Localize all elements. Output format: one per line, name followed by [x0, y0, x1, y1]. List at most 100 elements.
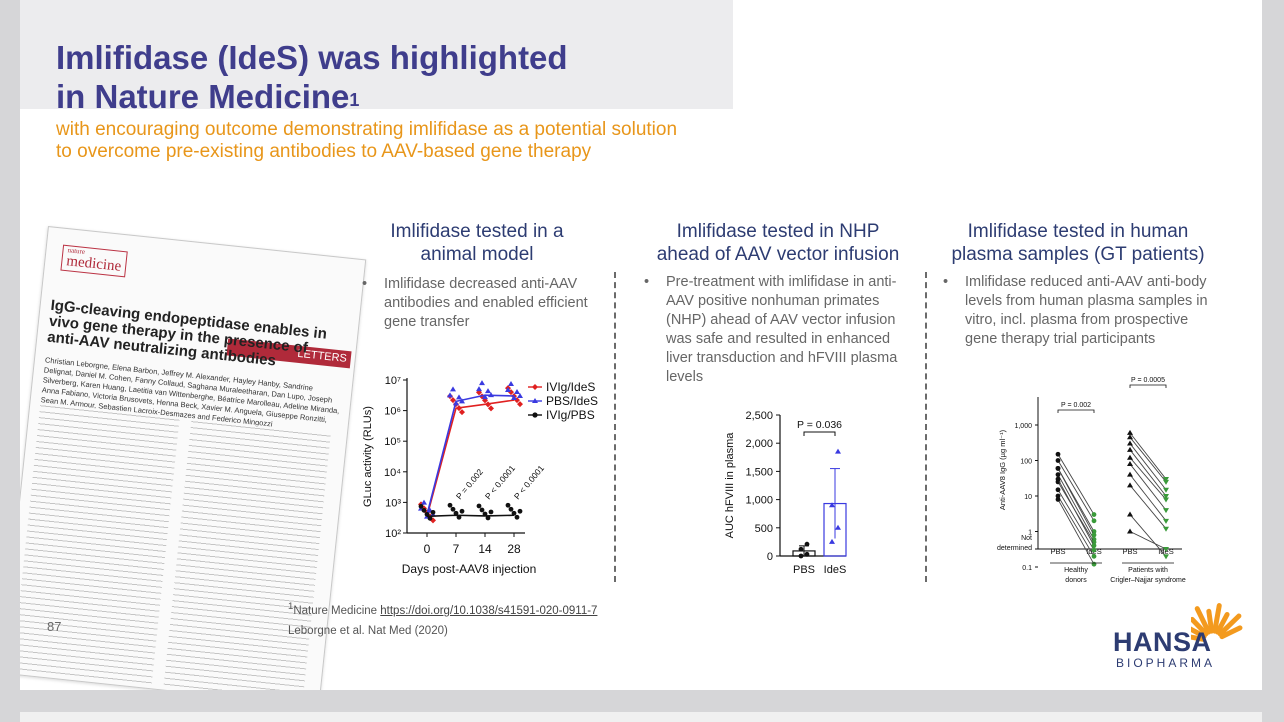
chart3-p-value: P = 0.002	[1061, 402, 1091, 409]
footnote-citation: Leborgne et al. Nat Med (2020)	[288, 624, 448, 637]
charts-layer: 10² 10³ 10⁴ 10⁵ 10⁶ 10⁷ 0 7 14 28 Days post-AAV8 i…	[362, 375, 1186, 584]
sunburst-ray	[1191, 626, 1207, 639]
title-line-1: Imlifidase (IdeS) was highlighted	[56, 39, 568, 76]
chart1-point	[447, 392, 453, 398]
chart1-point	[505, 502, 511, 508]
subtitle-line-2: to overcome pre-existing antibodies to A…	[56, 141, 592, 162]
slide-subtitle: with encouraging outcome demonstrating i…	[56, 119, 746, 163]
logo-wordmark: HANSA	[1113, 627, 1212, 657]
chart3-group-label: Healthy	[1064, 567, 1088, 574]
chart3-pair-line	[1057, 495, 1095, 557]
chart2-point	[798, 546, 804, 552]
chart3-point-pbs	[1055, 487, 1061, 493]
panel-1-bullet: • Imlifidase decreased anti-AAV antibodi…	[362, 275, 610, 332]
chart3-y-tick-label: 0.1	[1022, 565, 1032, 572]
chart1-legend-label: IVIg/PBS	[546, 408, 595, 422]
chart3-point-pbs	[1055, 472, 1061, 478]
chart2-point	[835, 524, 841, 530]
chart3-pair-line	[1129, 432, 1167, 480]
chart1-y-tick-label: 10³	[385, 497, 401, 509]
sunburst-ray	[1194, 606, 1212, 635]
hansa-logo: HANSA BIOPHARMA	[1113, 597, 1253, 677]
chart3-point-pbs	[1055, 497, 1061, 502]
chart1-y-tick-label: 10⁴	[384, 467, 401, 479]
chart3-bracket-1	[1057, 409, 1095, 413]
chart1-point	[485, 515, 491, 521]
chart1-point	[450, 506, 456, 512]
panel-3-bullet-text: Imlifidase reduced anti-AAV anti-body le…	[965, 274, 1208, 347]
sunburst-ray	[1217, 613, 1242, 637]
chart2-point	[829, 502, 835, 508]
chart3-pair-line	[1057, 460, 1095, 522]
chart3-point-ides	[1091, 532, 1097, 538]
chart3-point-pbs	[1055, 493, 1061, 499]
doi-link[interactable]: https://doi.org/10.1038/s41591-020-0911-…	[380, 604, 598, 617]
chart1-p-value: P = 0.002	[454, 467, 485, 502]
chart1-point	[476, 386, 482, 392]
chart3-pair-line	[1129, 474, 1167, 522]
chart1-legend-label: PBS/IdeS	[546, 394, 598, 408]
chart1-x-label: Days post-AAV8 injection	[402, 562, 537, 576]
sunburst-ray	[1206, 608, 1215, 634]
chart2-y-tick-label: 2,000	[745, 438, 773, 450]
panel-1-title-line-2: animal model	[420, 244, 534, 265]
chart3-point-pbs	[1127, 471, 1133, 477]
chart1-point	[450, 397, 456, 404]
chart1-point	[488, 509, 494, 515]
chart1-y-tick-label: 10⁵	[384, 436, 401, 448]
chart3-bracket-2	[1129, 384, 1167, 388]
chart1-series-line-1	[426, 394, 515, 515]
sunburst-icon	[1191, 603, 1243, 642]
chart1-point	[488, 405, 494, 412]
chart1-point	[479, 507, 485, 513]
chart1-point	[453, 510, 459, 516]
chart2-significance-bracket	[803, 431, 836, 436]
chart1-point	[482, 511, 488, 517]
title-footnote-marker: 1	[349, 90, 360, 110]
chart1-y-tick-label: 10⁷	[385, 375, 401, 387]
chart3-point-pbs	[1127, 482, 1133, 488]
chart3-point-pbs	[1127, 434, 1133, 440]
chart1-point	[511, 510, 517, 516]
chart1-x-tick-label: 28	[507, 542, 521, 556]
slide-title: Imlifidase (IdeS) was highlighted in Nat…	[56, 38, 568, 116]
chart3-point-ides	[1091, 512, 1097, 517]
panel-3-title: Imlifidase tested in human plasma sample…	[928, 220, 1228, 266]
chart3-pair-line	[1057, 474, 1095, 540]
next-slide-edge	[20, 712, 1262, 722]
chart3-group-label: Crigler–Najjar syndrome	[1110, 577, 1186, 584]
chart3-pair-line	[1129, 514, 1167, 557]
panel-3-bullet: • Imlifidase reduced anti-AAV anti-body …	[943, 273, 1215, 349]
chart3-point-pbs	[1055, 458, 1061, 463]
chart1-point	[517, 508, 523, 514]
bullet-marker: •	[943, 274, 949, 290]
chart1-point	[450, 386, 456, 392]
chart1-y-label: GLuc activity (RLUs)	[362, 406, 374, 507]
chart1-point	[424, 511, 430, 517]
bullet-marker: •	[362, 276, 368, 292]
panel-3-title-line-2: plasma samples (GT patients)	[951, 244, 1205, 265]
chart1-point	[488, 392, 494, 398]
chart2-point	[798, 553, 804, 559]
chart3-pair-line	[1129, 443, 1167, 491]
chart1-point	[453, 400, 459, 406]
chart3-pair-line	[1129, 437, 1167, 483]
chart3-point-ides	[1091, 547, 1097, 553]
panel-2-title-line-1: Imlifidase tested in NHP	[676, 221, 880, 242]
chart3-p-value: P = 0.0005	[1131, 377, 1165, 384]
chart1-point	[511, 395, 517, 401]
chart2-point	[835, 448, 841, 454]
panel-1-bullet-text: Imlifidase decreased anti-AAV antibodies…	[384, 276, 588, 330]
panel-2-title-line-2: ahead of AAV vector infusion	[656, 244, 900, 265]
page-number: 87	[47, 619, 62, 634]
chart1-point	[514, 389, 520, 395]
chart1-point	[447, 502, 453, 508]
chart3-group-label: donors	[1065, 577, 1087, 584]
panel-divider	[925, 272, 927, 582]
chart2-y-tick-label: 0	[767, 551, 773, 563]
panel-1-title-line-1: Imlifidase tested in a	[390, 221, 564, 242]
chart3-point-pbs	[1127, 446, 1133, 452]
slide: Imlifidase (IdeS) was highlighted in Nat…	[20, 0, 1262, 690]
chart3-y-tick-label: 1	[1028, 530, 1032, 537]
chart1-point	[418, 503, 424, 509]
